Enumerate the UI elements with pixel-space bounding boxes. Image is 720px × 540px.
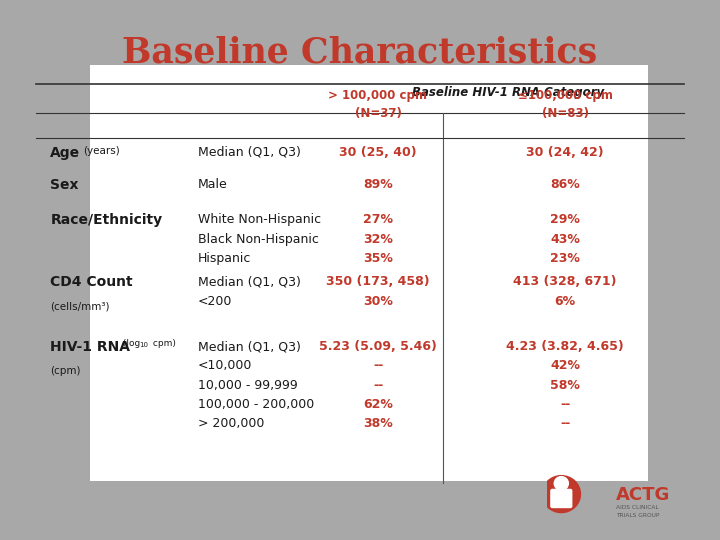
Text: ≤100,000 cpm
(N=83): ≤100,000 cpm (N=83) — [518, 89, 613, 120]
Text: ACTG: ACTG — [616, 486, 670, 504]
Text: 10: 10 — [140, 342, 149, 348]
Text: 5.23 (5.09, 5.46)
--
--
62%
38%: 5.23 (5.09, 5.46) -- -- 62% 38% — [319, 340, 437, 430]
Text: Median (Q1, Q3)
<200: Median (Q1, Q3) <200 — [198, 275, 301, 308]
Circle shape — [542, 476, 580, 512]
Text: CD4 Count: CD4 Count — [50, 275, 133, 289]
Text: Age: Age — [50, 146, 81, 160]
Text: Median (Q1, Q3): Median (Q1, Q3) — [198, 146, 301, 159]
Text: (cpm): (cpm) — [50, 366, 81, 376]
Text: 4.23 (3.82, 4.65)
42%
58%
--
--: 4.23 (3.82, 4.65) 42% 58% -- -- — [506, 340, 624, 430]
Circle shape — [554, 477, 568, 490]
Text: TRIALS GROUP: TRIALS GROUP — [616, 513, 659, 518]
Text: Median (Q1, Q3)
<10,000
10,000 - 99,999
100,000 - 200,000
> 200,000: Median (Q1, Q3) <10,000 10,000 - 99,999 … — [198, 340, 314, 430]
Text: cpm): cpm) — [150, 339, 176, 348]
Text: 413 (328, 671)
6%: 413 (328, 671) 6% — [513, 275, 617, 308]
FancyBboxPatch shape — [550, 489, 572, 508]
Text: AIDS CLINICAL: AIDS CLINICAL — [616, 505, 658, 510]
Text: HIV-1 RNA: HIV-1 RNA — [50, 340, 130, 354]
Text: 350 (173, 458)
30%: 350 (173, 458) 30% — [326, 275, 430, 308]
Text: (cells/mm³): (cells/mm³) — [50, 301, 110, 312]
Text: > 100,000 cpm
(N=37): > 100,000 cpm (N=37) — [328, 89, 428, 120]
Text: (log: (log — [120, 339, 140, 348]
Text: Male: Male — [198, 178, 228, 191]
Text: Race/Ethnicity: Race/Ethnicity — [50, 213, 163, 227]
Text: 86%: 86% — [550, 178, 580, 191]
Text: 30 (24, 42): 30 (24, 42) — [526, 146, 604, 159]
Text: Baseline HIV-1 RNA Category: Baseline HIV-1 RNA Category — [412, 86, 603, 99]
Text: 30 (25, 40): 30 (25, 40) — [339, 146, 417, 159]
Text: 29%
43%
23%: 29% 43% 23% — [550, 213, 580, 265]
Text: Baseline Characteristics: Baseline Characteristics — [122, 35, 598, 69]
Text: Sex: Sex — [50, 178, 79, 192]
Text: White Non-Hispanic
Black Non-Hispanic
Hispanic: White Non-Hispanic Black Non-Hispanic Hi… — [198, 213, 321, 265]
Text: (years): (years) — [84, 146, 120, 156]
FancyBboxPatch shape — [22, 16, 698, 524]
Text: 89%: 89% — [363, 178, 393, 191]
Text: 27%
32%
35%: 27% 32% 35% — [363, 213, 393, 265]
